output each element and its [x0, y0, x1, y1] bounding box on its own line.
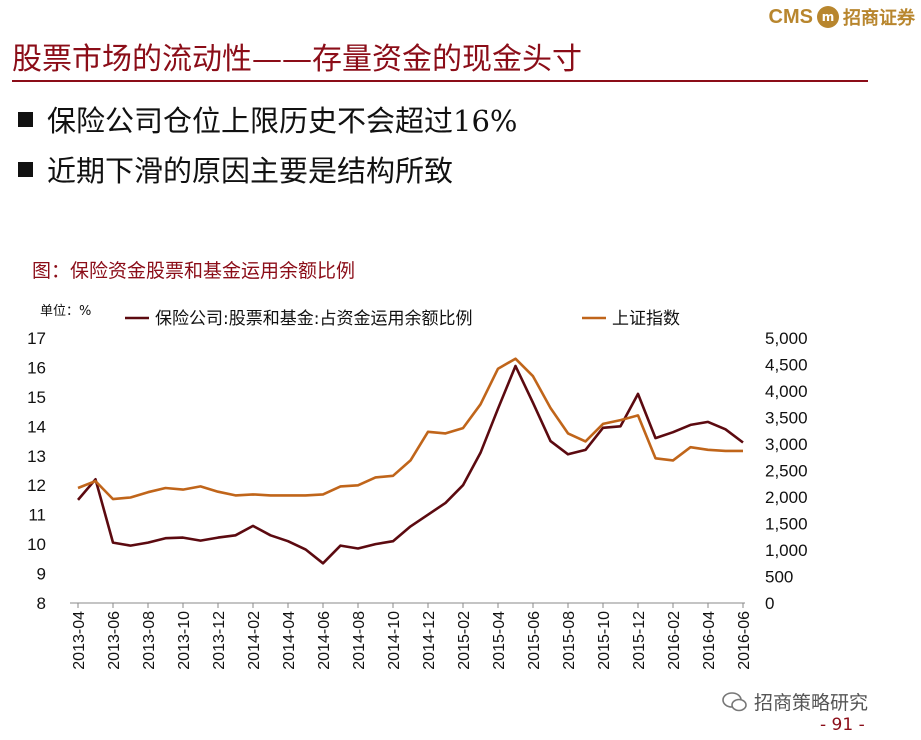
wechat-icon: [722, 691, 747, 711]
y-right-tick-label: 4,000: [765, 382, 808, 401]
slide-title: 股票市场的流动性——存量资金的现金头寸: [12, 42, 582, 77]
x-tick-label: 2013-06: [106, 611, 123, 670]
y-right-tick-label: 2,500: [765, 462, 808, 481]
bullet-item: 保险公司仓位上限历史不会超过16%: [18, 94, 517, 144]
x-tick-label: 2015-04: [491, 611, 508, 670]
y-right-tick-label: 3,000: [765, 435, 808, 454]
x-tick-label: 2015-08: [561, 611, 578, 670]
series-line: [77, 357, 743, 501]
unit-label: 单位：%: [40, 304, 92, 319]
x-tick-label: 2015-12: [631, 611, 648, 670]
square-bullet-icon: [18, 111, 33, 127]
figure-title: 图：保险资金股票和基金运用余额比例: [32, 260, 356, 282]
y-right-tick-label: 1,500: [765, 515, 808, 534]
square-bullet-icon: [18, 161, 33, 177]
y-right-tick-label: 2,000: [765, 488, 808, 507]
y-left-tick-label: 11: [28, 506, 46, 525]
bullet-text: 保险公司仓位上限历史不会超过16%: [47, 104, 518, 138]
x-tick-label: 2013-12: [211, 611, 228, 670]
y-left-tick-label: 13: [27, 447, 46, 466]
y-right-tick-label: 1,000: [765, 541, 808, 560]
x-tick-label: 2015-10: [596, 611, 613, 670]
x-tick-label: 2014-10: [386, 611, 403, 670]
x-tick-label: 2016-02: [666, 611, 683, 670]
bullet-text: 近期下滑的原因主要是结构所致: [47, 154, 454, 188]
bullet-list: 保险公司仓位上限历史不会超过16% 近期下滑的原因主要是结构所致: [18, 94, 517, 194]
x-tick-label: 2015-02: [456, 611, 473, 670]
y-left-tick-label: 17: [27, 329, 46, 348]
bullet-item: 近期下滑的原因主要是结构所致: [18, 144, 517, 194]
y-left-tick-label: 9: [37, 565, 46, 584]
brand-name-cn: 招商证券: [843, 8, 915, 29]
x-tick-label: 2013-10: [176, 611, 193, 670]
watermark: 招商策略研究: [722, 688, 868, 715]
y-left-tick-label: 10: [27, 535, 46, 554]
x-tick-label: 2016-04: [701, 611, 718, 670]
legend-label: 上证指数: [612, 309, 680, 329]
x-tick-label: 2014-08: [351, 611, 368, 670]
brand-badge-icon: m: [817, 6, 839, 28]
y-left-tick-label: 15: [27, 388, 46, 407]
legend-label: 保险公司:股票和基金:占资金运用余额比例: [155, 309, 472, 329]
y-left-tick-label: 12: [27, 476, 46, 495]
y-right-tick-label: 0: [765, 594, 774, 613]
watermark-text: 招商策略研究: [754, 692, 869, 714]
y-right-tick-label: 4,500: [765, 356, 808, 375]
y-right-tick-label: 5,000: [765, 329, 808, 348]
brand-name: CMS: [768, 5, 813, 28]
brand-logo: CMS m 招商证券: [769, 4, 915, 30]
x-tick-label: 2013-08: [141, 611, 158, 670]
x-tick-label: 2013-04: [71, 611, 88, 670]
y-left-tick-label: 14: [27, 417, 46, 436]
y-left-tick-label: 8: [37, 594, 46, 613]
y-right-tick-label: 3,500: [765, 409, 808, 428]
x-tick-label: 2015-06: [526, 611, 543, 670]
x-tick-label: 2014-06: [316, 611, 333, 670]
y-right-tick-label: 500: [765, 568, 793, 587]
page-number: - 91 -: [820, 715, 865, 735]
x-tick-label: 2014-12: [421, 611, 438, 670]
x-tick-label: 2014-04: [281, 611, 298, 670]
series-line: [77, 364, 744, 565]
title-divider: [12, 80, 868, 82]
x-tick-label: 2016-06: [736, 611, 753, 670]
y-left-tick-label: 16: [27, 358, 46, 377]
x-tick-label: 2014-02: [246, 611, 263, 670]
